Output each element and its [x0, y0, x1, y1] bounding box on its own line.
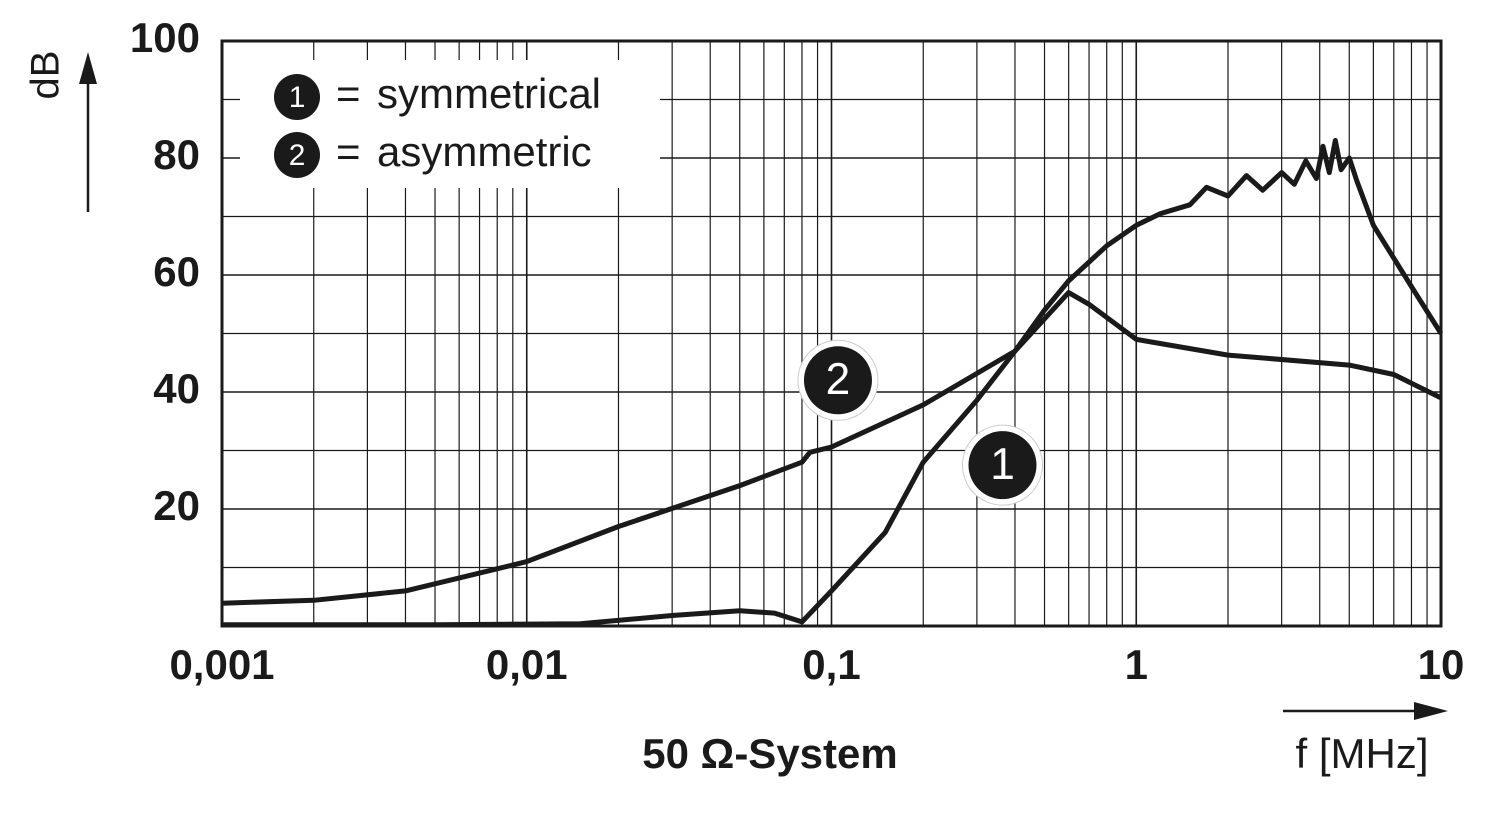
series-line [221, 290, 1443, 606]
x-tick-label: 0,1 [802, 641, 860, 688]
marker-label: 2 [289, 139, 306, 172]
y-tick-label: 20 [153, 482, 200, 529]
legend-separator: = [336, 70, 361, 117]
plot-frame [220, 39, 1443, 628]
subtitle: 50 Ω-System [642, 730, 897, 777]
legend: 1 = symmetrical 2 = asymmetric [240, 60, 660, 188]
y-arrow-head [79, 52, 97, 84]
marker-circle [968, 431, 1037, 500]
marker-label: 1 [289, 81, 306, 114]
x-tick-label: 0,001 [169, 641, 274, 688]
legend-separator: = [336, 128, 361, 175]
annotation: 2 [797, 339, 879, 421]
x-tick-label: 10 [1418, 641, 1465, 688]
legend-label: symmetrical [377, 70, 601, 117]
annotations: 21 [797, 339, 1043, 506]
legend-label: asymmetric [377, 128, 592, 175]
y-tick-label: 60 [153, 248, 200, 295]
marker-circle [274, 74, 320, 120]
x-tick-label: 0,01 [486, 641, 568, 688]
lines [221, 138, 1444, 628]
marker-circle [803, 346, 872, 415]
x-tick-label: 1 [1125, 641, 1148, 688]
marker-label: 2 [826, 355, 851, 404]
y-axis-label: dB [24, 51, 68, 100]
marker-label: 1 [990, 440, 1015, 489]
x-axis-label: f [MHz] [1296, 730, 1429, 777]
x-arrow-head [1414, 702, 1448, 720]
y-tick-label: 80 [153, 131, 200, 178]
marker-circle [274, 132, 320, 178]
series-line [222, 138, 1444, 628]
y-tick-label: 40 [153, 365, 200, 412]
y-tick-label: 100 [130, 14, 200, 61]
annotation: 1 [961, 424, 1043, 506]
